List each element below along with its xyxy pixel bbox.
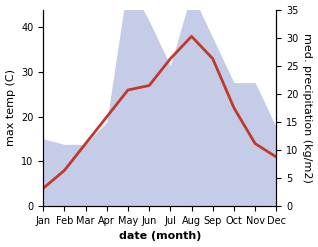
X-axis label: date (month): date (month) xyxy=(119,231,201,242)
Y-axis label: med. precipitation (kg/m2): med. precipitation (kg/m2) xyxy=(302,33,313,183)
Y-axis label: max temp (C): max temp (C) xyxy=(5,69,16,146)
